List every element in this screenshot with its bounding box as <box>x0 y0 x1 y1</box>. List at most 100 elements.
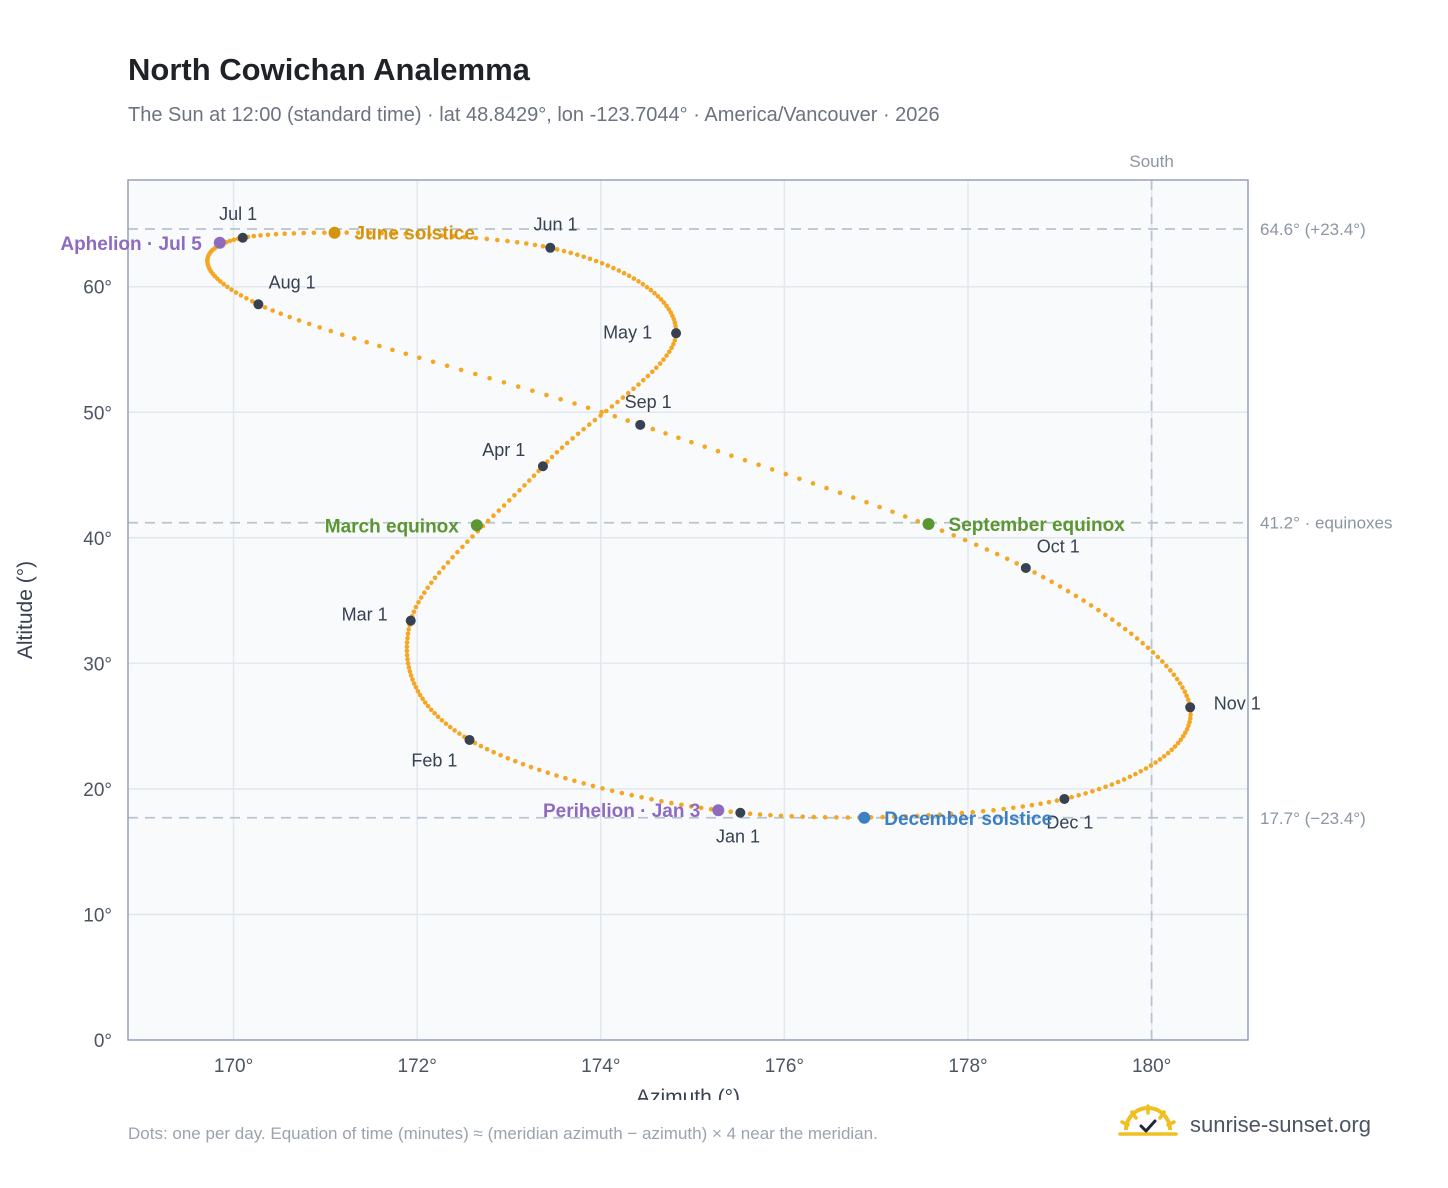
event-label: March equinox <box>325 516 460 537</box>
month-dot <box>735 807 746 818</box>
day-dot <box>317 325 323 330</box>
day-dot <box>436 570 442 575</box>
axis-ticks: 170° 172° 174° 176° 178° 180° 0° 10° 20° 30° 40° 50… <box>83 278 1171 1077</box>
day-dot <box>600 786 605 791</box>
day-dot <box>549 454 555 460</box>
day-dot <box>251 233 257 239</box>
day-dot <box>698 805 704 811</box>
day-dot <box>408 673 414 678</box>
day-dot <box>415 232 421 237</box>
day-dot <box>528 764 534 770</box>
reference-lines: 64.6° (+23.4°) 41.2° · equinoxes 17.7° (−2… <box>128 220 1393 828</box>
day-dot <box>667 349 672 355</box>
day-dot <box>262 305 268 310</box>
day-dot <box>604 408 609 414</box>
day-dot <box>403 351 409 357</box>
day-dot <box>914 813 920 819</box>
day-dot <box>1065 588 1071 594</box>
day-dot <box>973 542 979 548</box>
day-dot <box>661 357 666 362</box>
day-dot <box>650 369 655 375</box>
day-dot <box>768 812 773 818</box>
day-dot <box>797 476 802 482</box>
day-dot <box>629 792 634 798</box>
day-dot <box>757 812 763 817</box>
day-dot <box>1188 712 1193 717</box>
day-dot <box>405 661 411 666</box>
day-dot <box>951 533 956 538</box>
day-dot <box>1121 777 1127 782</box>
day-dot <box>1046 799 1052 805</box>
day-dot <box>344 230 350 235</box>
x-tick-label: 174° <box>581 1056 620 1077</box>
month-dot <box>237 232 248 243</box>
event-label: December solstice <box>884 809 1052 830</box>
brand-name: sunrise-sunset.org <box>1190 1112 1371 1137</box>
day-dot <box>621 270 627 276</box>
day-dot <box>420 696 425 702</box>
day-dot <box>1171 672 1177 678</box>
day-dot <box>405 657 410 662</box>
day-dot <box>428 707 434 713</box>
day-dot <box>439 233 444 238</box>
day-dot <box>890 509 895 515</box>
day-dot <box>1029 802 1035 808</box>
sun-check-icon <box>1118 1104 1178 1136</box>
day-dot <box>605 263 611 268</box>
day-dot <box>592 417 598 423</box>
day-dot <box>457 731 462 736</box>
day-dot <box>218 279 223 284</box>
month-label: Aug 1 <box>269 273 316 293</box>
day-dot <box>495 237 500 243</box>
day-dot <box>215 276 220 282</box>
day-dot <box>512 493 517 498</box>
day-dot <box>1180 685 1185 690</box>
analemma-chart: 64.6° (+23.4°) 41.2° · equinoxes 17.7° (−2… <box>14 152 1393 1100</box>
day-dot <box>641 377 646 383</box>
day-dot <box>1172 744 1178 749</box>
day-dot <box>1140 640 1145 646</box>
day-dot <box>948 811 954 817</box>
day-dot <box>1004 556 1010 562</box>
day-dot <box>648 287 654 293</box>
day-dot <box>415 688 421 694</box>
day-dot <box>671 341 676 347</box>
day-dot <box>367 230 373 236</box>
day-dot <box>559 445 565 451</box>
day-dot <box>575 431 581 437</box>
day-dot <box>1020 804 1026 809</box>
day-dot <box>514 240 520 245</box>
day-dot <box>822 815 828 820</box>
day-dot <box>689 439 694 445</box>
day-dot <box>485 518 491 524</box>
day-dot <box>587 422 592 427</box>
day-dot <box>715 448 721 454</box>
event-markers: June solstice Aphelion · Jul 5 March equin… <box>60 224 1125 830</box>
day-dot <box>1096 786 1102 792</box>
day-dot <box>1143 766 1149 771</box>
day-dot <box>654 365 659 371</box>
y-axis-label: Altitude (°) <box>14 561 37 659</box>
event-label: Aphelion · Jul 5 <box>60 234 202 255</box>
day-dot <box>689 804 694 809</box>
day-dot <box>1103 612 1108 618</box>
day-dot <box>340 332 345 338</box>
day-dot <box>1185 697 1191 702</box>
day-dot <box>404 648 410 654</box>
day-dot <box>554 247 560 252</box>
day-dot <box>1090 789 1095 794</box>
day-dot <box>432 575 438 581</box>
day-dot <box>278 311 284 317</box>
day-dot <box>568 250 573 256</box>
day-dot <box>877 504 882 510</box>
day-dot <box>1032 570 1037 575</box>
day-dot <box>834 815 839 820</box>
month-label: Jun 1 <box>533 214 577 234</box>
day-dot <box>599 261 605 266</box>
day-dot <box>501 503 507 508</box>
chart-title: North Cowichan Analemma <box>128 52 530 87</box>
y-tick-label: 30° <box>83 654 112 675</box>
day-dot <box>1184 726 1190 732</box>
day-dot <box>902 514 908 519</box>
day-dot <box>429 580 434 586</box>
